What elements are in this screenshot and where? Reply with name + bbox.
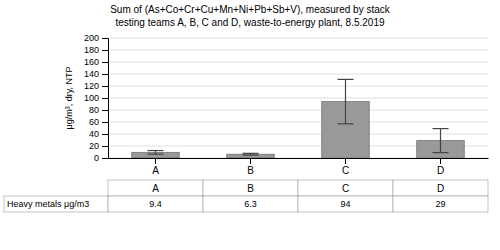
table-header: D <box>437 183 444 194</box>
y-tick: 180 <box>84 45 108 55</box>
bar <box>227 154 275 158</box>
error-bar-cap <box>148 154 164 155</box>
table: A B C D Heavy metals μg/m3 9.4 6.3 94 29 <box>4 180 488 212</box>
x-tick-mark <box>440 158 441 164</box>
y-tick-label: 100 <box>84 93 99 103</box>
y-axis-line <box>102 39 109 159</box>
y-tick-mark <box>102 134 108 135</box>
y-tick: 40 <box>89 129 108 139</box>
table-header-cell <box>393 180 488 196</box>
y-tick-mark <box>102 98 108 99</box>
table-row-label: Heavy metals μg/m3 <box>7 199 89 209</box>
x-tick: B <box>247 158 254 176</box>
y-tick-label: 160 <box>84 57 99 67</box>
x-axis-line <box>109 158 489 159</box>
table-header: C <box>342 183 349 194</box>
error-bar <box>243 153 259 155</box>
error-bar-stem <box>345 79 346 123</box>
y-tick: 160 <box>84 57 108 67</box>
x-tick: A <box>152 158 159 176</box>
grid-line <box>108 38 488 39</box>
grid-line <box>108 50 488 51</box>
error-bar-cap <box>433 128 449 129</box>
x-tick-label: C <box>342 165 349 176</box>
error-bar-cap <box>338 123 354 124</box>
title: Sum of (As+Co+Cr+Cu+Mn+Ni+Pb+Sb+V), meas… <box>110 4 391 15</box>
grid <box>108 38 488 158</box>
x-tick: D <box>437 158 444 176</box>
y-tick: 60 <box>89 117 108 127</box>
chart: Sum of (As+Co+Cr+Cu+Mn+Ni+Pb+Sb+V), meas… <box>0 0 500 250</box>
y-axis-title: μg/m³, dry, NTP <box>64 66 74 129</box>
y-tick-mark <box>102 74 108 75</box>
x-tick-label: B <box>247 165 254 176</box>
grid-line <box>108 62 488 63</box>
table-header-cell <box>108 180 203 196</box>
y-tick: 20 <box>89 141 108 151</box>
y-tick-label: 180 <box>84 45 99 55</box>
grid-line <box>108 74 488 75</box>
error-bar <box>433 129 449 153</box>
x-tick-label: A <box>152 165 159 176</box>
y-axis: 0 20 40 60 80 100 120 140 160 180 200 <box>84 33 109 163</box>
table-cell <box>108 196 203 212</box>
y-tick: 80 <box>89 105 108 115</box>
table-header-cell <box>203 180 298 196</box>
y-tick-label: 60 <box>89 117 99 127</box>
table-row-label-cell <box>4 196 108 212</box>
x-tick-mark <box>250 158 251 164</box>
error-bar-cap <box>338 79 354 80</box>
x-tick-mark <box>345 158 346 164</box>
y-tick-label: 120 <box>84 81 99 91</box>
error-bar-cap <box>433 152 449 153</box>
y-tick-mark <box>102 122 108 123</box>
error-bar-cap <box>243 155 259 156</box>
y-tick: 140 <box>84 69 108 79</box>
y-tick-mark <box>102 158 108 159</box>
grid-line <box>108 98 488 99</box>
y-tick-label: 20 <box>89 141 99 151</box>
error-bar-stem <box>440 129 441 153</box>
y-tick-mark <box>102 38 108 39</box>
table-value: 94 <box>340 199 350 209</box>
table-cell <box>298 196 393 212</box>
table-value: 6.3 <box>244 199 257 209</box>
y-tick-label: 140 <box>84 69 99 79</box>
error-bar-cap <box>243 153 259 154</box>
y-tick: 200 <box>84 33 108 43</box>
table-header-cell <box>298 180 393 196</box>
error-bar <box>148 151 164 155</box>
table-value: 29 <box>435 199 445 209</box>
grid-line <box>108 86 488 87</box>
marks <box>132 79 465 158</box>
grid-line <box>108 134 488 135</box>
table-cell <box>393 196 488 212</box>
y-tick-label: 0 <box>94 153 99 163</box>
grid-line <box>108 122 488 123</box>
y-tick-mark <box>102 110 108 111</box>
subtitle: testing teams A, B, C and D, waste-to-en… <box>115 17 384 28</box>
y-tick: 0 <box>94 153 108 163</box>
grid-line <box>108 110 488 111</box>
y-tick: 100 <box>84 93 108 103</box>
error-bar <box>338 79 354 123</box>
x-tick-mark <box>155 158 156 164</box>
x-axis: A B C D <box>109 158 489 176</box>
y-tick-mark <box>102 62 108 63</box>
x-tick: C <box>342 158 349 176</box>
error-bar-cap <box>148 150 164 151</box>
x-tick-label: D <box>437 165 444 176</box>
y-tick-label: 200 <box>84 33 99 43</box>
table-cell <box>203 196 298 212</box>
table-header: B <box>247 183 254 194</box>
y-tick: 120 <box>84 81 108 91</box>
y-tick-mark <box>102 146 108 147</box>
y-tick-mark <box>102 50 108 51</box>
table-value: 9.4 <box>149 199 162 209</box>
table-header: A <box>152 183 159 194</box>
y-tick-label: 80 <box>89 105 99 115</box>
y-tick-label: 40 <box>89 129 99 139</box>
y-tick-mark <box>102 86 108 87</box>
